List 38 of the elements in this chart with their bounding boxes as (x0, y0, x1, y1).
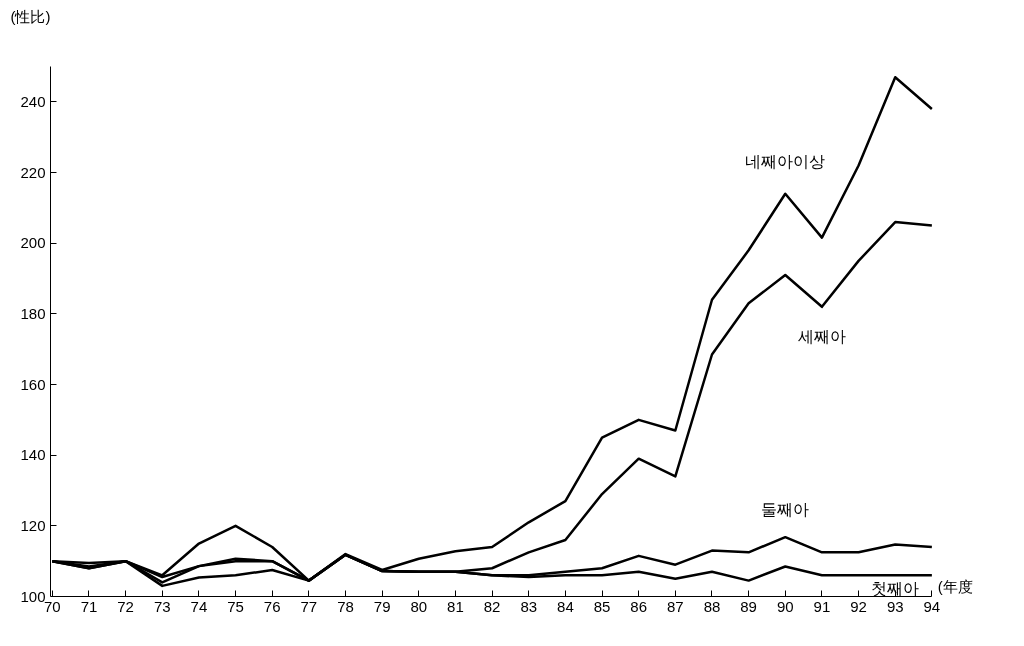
y-axis-title: (性比) (10, 7, 51, 25)
x-tick-label: 84 (557, 597, 574, 615)
x-tick-label: 94 (923, 597, 941, 615)
x-tick-label: 92 (850, 597, 867, 615)
x-tick-label: 79 (373, 597, 391, 615)
x-tick-label: 80 (410, 597, 428, 615)
series-label: 세째아 (797, 328, 846, 346)
y-tick-label: 100 (20, 587, 46, 605)
x-tick-label: 78 (337, 597, 354, 615)
y-tick-label: 180 (20, 304, 46, 322)
y-tick-label: 120 (20, 516, 46, 534)
y-tick-label: 200 (20, 234, 46, 252)
x-tick-label: 77 (300, 597, 318, 615)
series-label: 첫째아 (871, 579, 920, 597)
x-tick-label: 73 (153, 597, 171, 615)
x-tick-label: 83 (520, 597, 538, 615)
x-tick-label: 87 (666, 597, 684, 615)
x-tick-label: 86 (630, 597, 648, 615)
x-tick-label: 85 (593, 597, 611, 615)
x-tick-label: 81 (447, 597, 464, 615)
y-tick-label: 140 (20, 446, 46, 464)
x-tick-label: 76 (263, 597, 281, 615)
x-tick-label: 90 (776, 597, 794, 615)
x-tick-label: 71 (80, 597, 98, 615)
x-tick-label: 88 (703, 597, 721, 615)
x-tick-label: 89 (740, 597, 757, 615)
x-tick-label: 72 (117, 597, 134, 615)
y-tick-label: 160 (20, 375, 46, 393)
series-label: 둘째아 (761, 500, 810, 518)
y-tick-label: 240 (20, 92, 46, 110)
x-tick-label: 91 (813, 597, 831, 615)
x-tick-label: 75 (227, 597, 244, 615)
x-tick-label: 82 (483, 597, 501, 615)
series-label: 네째아이상 (745, 153, 826, 171)
x-tick-label: 74 (190, 597, 208, 615)
y-tick-label: 220 (20, 163, 46, 181)
x-axis-title: (年度 (937, 577, 973, 595)
x-tick-label: 93 (886, 597, 904, 615)
